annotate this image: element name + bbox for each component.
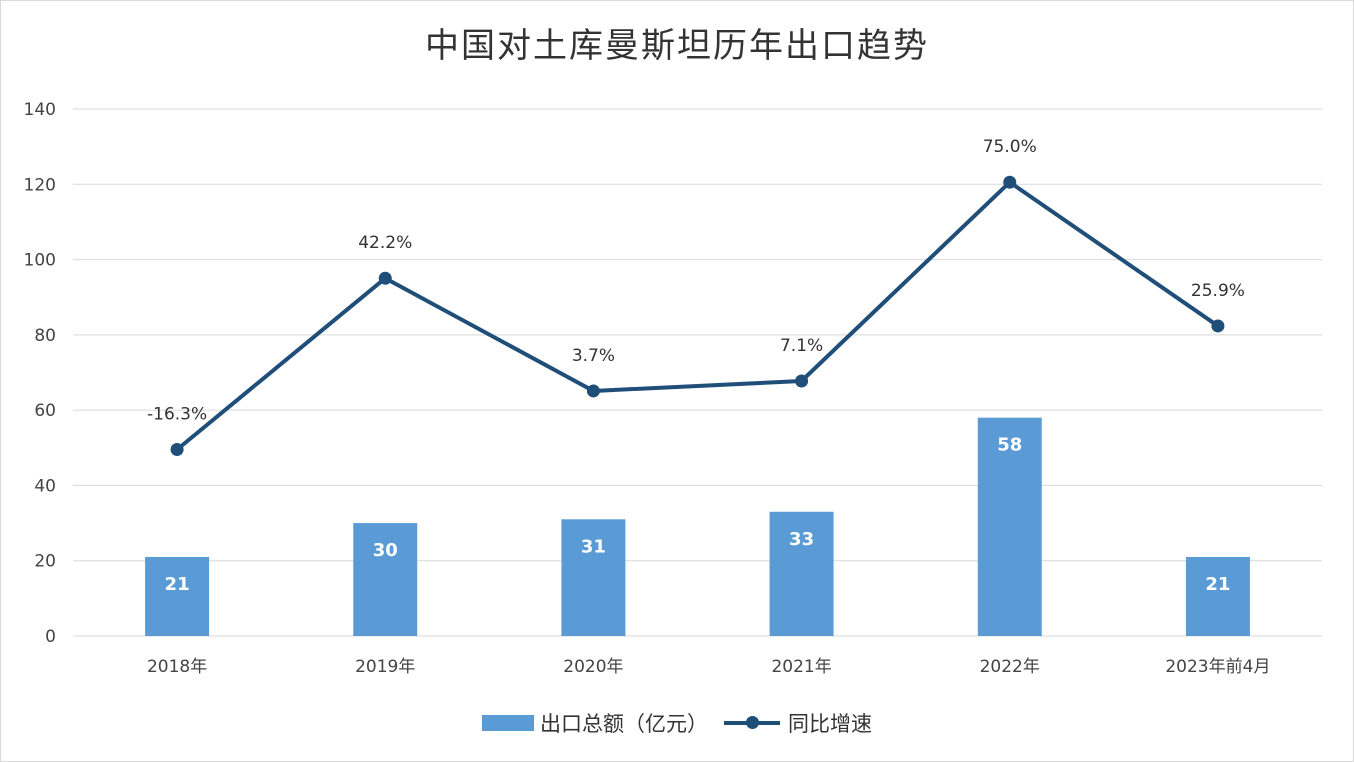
- legend-item-bar: 出口总额（亿元）: [482, 708, 708, 738]
- legend-line-swatch: [724, 716, 780, 729]
- x-tick-label: 2022年: [980, 657, 1040, 677]
- line-point: [170, 443, 184, 457]
- line-data-label: 75.0%: [983, 137, 1037, 157]
- line-series: [175, 180, 1220, 452]
- y-tick-label: 0: [45, 627, 56, 647]
- x-tick-label: 2018年: [147, 657, 207, 677]
- line-data-label: 42.2%: [358, 233, 412, 253]
- line-point: [795, 374, 809, 388]
- line-data-label: -16.3%: [147, 405, 207, 425]
- y-tick-label: 80: [34, 326, 56, 346]
- bar-data-label: 21: [1205, 574, 1230, 595]
- line-point: [1003, 175, 1017, 189]
- y-tick-label: 120: [24, 175, 56, 195]
- line-point: [378, 271, 392, 285]
- chart-plot: 0 20 40 60 80 100 120 140 2018年 2019年 2020年 2021年 20…: [24, 100, 1322, 677]
- bar-data-label: 58: [997, 435, 1022, 456]
- y-tick-label: 20: [34, 552, 56, 572]
- bar: [145, 556, 210, 636]
- bar: [353, 523, 418, 636]
- x-tick-label: 2023年前4月: [1165, 657, 1270, 677]
- line-data-label: 7.1%: [780, 336, 823, 356]
- x-tick-label: 2020年: [563, 657, 623, 677]
- legend-bar-swatch: [482, 715, 534, 731]
- line-data-label: 3.7%: [572, 346, 615, 366]
- bar: [769, 511, 834, 636]
- legend-line-label: 同比增速: [788, 712, 872, 736]
- legend: 出口总额（亿元） 同比增速: [0, 708, 1354, 738]
- y-tick-label: 60: [34, 401, 56, 421]
- bar: [561, 519, 626, 636]
- bar-data-label: 21: [165, 574, 190, 595]
- legend-item-line: 同比增速: [724, 708, 872, 738]
- bar-data-label: 30: [373, 540, 398, 561]
- y-tick-label: 140: [24, 100, 56, 120]
- bar-data-label: 33: [789, 529, 814, 550]
- legend-bar-label: 出口总额（亿元）: [540, 712, 708, 736]
- y-tick-label: 100: [24, 251, 56, 271]
- bar: [977, 417, 1042, 636]
- chart-title: 中国对土库曼斯坦历年出口趋势: [425, 26, 929, 66]
- bar-data-label: 31: [581, 536, 606, 557]
- x-tick-label: 2019年: [355, 657, 415, 677]
- line-point: [586, 384, 600, 398]
- x-tick-label: 2021年: [771, 657, 831, 677]
- y-tick-label: 40: [34, 476, 56, 496]
- line-point: [1211, 319, 1225, 333]
- line-data-label: 25.9%: [1191, 281, 1245, 301]
- bar: [1185, 556, 1250, 636]
